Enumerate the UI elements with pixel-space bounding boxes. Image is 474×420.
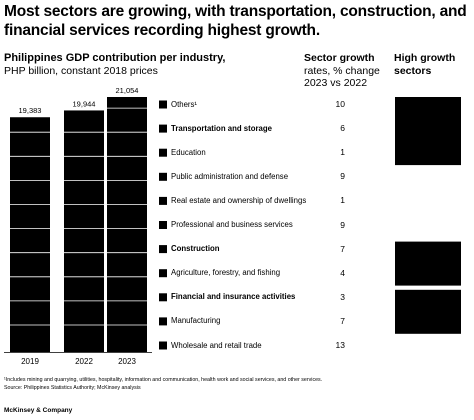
total-label-2022: 19,944	[73, 99, 96, 108]
year-label-2023: 2023	[118, 357, 136, 366]
growth-rate-header-line3: 2023 vs 2022	[304, 77, 368, 89]
high-growth-header-line2: sectors	[394, 64, 432, 77]
growth-rate-value: 1	[340, 147, 345, 158]
growth-rate-value: 7	[340, 243, 345, 254]
total-label-2019: 19,383	[19, 106, 42, 115]
year-label-2019: 2019	[21, 357, 39, 366]
legend-swatch	[159, 293, 167, 302]
sector-label: Transportation and storage	[171, 123, 272, 133]
chart-title: Most sectors are growing, with transport…	[4, 3, 467, 39]
legend-swatch	[159, 317, 167, 326]
growth-rate-value: 9	[340, 219, 345, 230]
footnote-source: Source: Philippines Statistics Authority…	[4, 384, 141, 391]
legend-swatch	[159, 341, 167, 350]
year-label-2022: 2022	[75, 357, 93, 366]
total-label-2023: 21,054	[116, 86, 139, 95]
bar-2023	[107, 97, 147, 352]
growth-rate-header-line1: Sector growth	[304, 52, 375, 64]
legend-swatch	[159, 100, 167, 109]
sector-label: Public administration and defense	[171, 171, 289, 181]
growth-rate-value: 1	[340, 195, 345, 206]
legend-swatch	[159, 196, 167, 205]
legend-swatch	[159, 172, 167, 181]
legend-swatch	[159, 269, 167, 278]
bar-2019	[10, 117, 50, 352]
high-growth-marker	[395, 289, 461, 334]
growth-rate-header-line2: rates, % change	[304, 64, 380, 77]
footnote-note: ¹Includes mining and quarrying, utilitie…	[4, 377, 323, 383]
growth-rate-value: 9	[340, 171, 345, 182]
footnote: ¹Includes mining and quarrying, utilitie…	[4, 377, 322, 392]
legend-swatch	[159, 221, 167, 229]
sector-label: Others¹	[171, 99, 197, 109]
high-growth-marker	[395, 241, 461, 286]
high-growth-marker	[395, 121, 461, 166]
growth-rate-value: 7	[340, 315, 345, 326]
sector-label: Education	[171, 147, 206, 157]
chart-subtitle-title: Philippines GDP contribution per industr…	[4, 52, 226, 64]
growth-rate-value: 3	[340, 291, 345, 302]
sector-label: Real estate and ownership of dwellings	[171, 195, 307, 205]
sector-label: Manufacturing	[171, 316, 221, 326]
chart-subtitle-units: PHP billion, constant 2018 prices	[4, 65, 158, 77]
growth-rate-value: 13	[335, 340, 345, 350]
sector-label: Wholesale and retail trade	[171, 340, 262, 350]
growth-rate-value: 6	[340, 123, 345, 134]
growth-rate-value: 10	[335, 99, 345, 109]
high-growth-header-line1: High growth	[394, 52, 456, 64]
brand-name: McKinsey & Company	[4, 407, 73, 414]
legend-swatch	[159, 124, 167, 133]
growth-rate-value: 4	[340, 267, 345, 278]
sector-label: Professional and business services	[171, 220, 293, 229]
sector-label: Financial and insurance activities	[171, 292, 296, 302]
high-growth-header: High growth sectors	[394, 52, 455, 77]
bar-2022	[64, 110, 104, 352]
legend-swatch	[159, 148, 167, 157]
sector-label: Agriculture, forestry, and fishing	[171, 268, 281, 278]
legend-swatch	[159, 245, 167, 254]
sector-label: Construction	[171, 244, 220, 254]
growth-rate-header: Sector growth rates, % change 2023 vs 20…	[304, 52, 380, 90]
